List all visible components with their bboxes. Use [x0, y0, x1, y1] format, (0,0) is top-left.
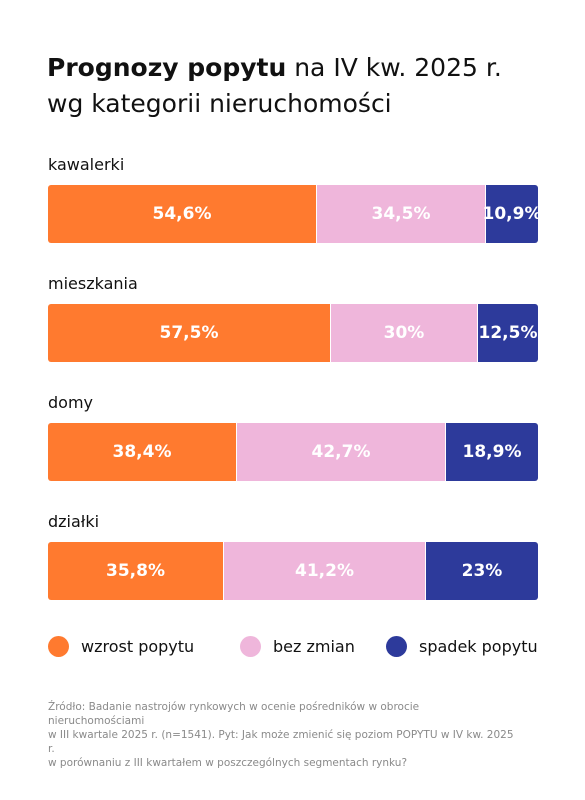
- legend-dot-icon: [48, 636, 69, 657]
- stacked-bar: 38,4% 42,7% 18,9%: [48, 423, 538, 481]
- chart-title-rest: na IV kw. 2025 r.: [286, 53, 502, 82]
- stacked-bar: 35,8% 41,2% 23%: [48, 542, 538, 600]
- source-line-1: Źródło: Badanie nastrojów rynkowych w oc…: [48, 701, 420, 727]
- stacked-bar: 54,6% 34,5% 10,9%: [48, 185, 538, 243]
- legend-label: spadek popytu: [419, 637, 538, 656]
- source-line-3: w porównaniu z III kwartałem w poszczegó…: [48, 757, 408, 769]
- category-label: kawalerki: [48, 155, 125, 174]
- bar-segment: 54,6%: [48, 185, 316, 243]
- bar-segment: 12,5%: [477, 304, 538, 362]
- legend-dot-icon: [386, 636, 407, 657]
- category-label: domy: [48, 393, 93, 412]
- bar-segment: 41,2%: [223, 542, 425, 600]
- bar-segment: 30%: [330, 304, 477, 362]
- legend-item: spadek popytu: [386, 636, 538, 657]
- source-line-2: w III kwartale 2025 r. (n=1541). Pyt: Ja…: [48, 729, 514, 755]
- bar-segment: 38,4%: [48, 423, 236, 481]
- legend-label: wzrost popytu: [81, 637, 195, 656]
- legend: wzrost popytu bez zmian spadek popytu: [48, 636, 538, 660]
- source-note: Źródło: Badanie nastrojów rynkowych w oc…: [48, 700, 518, 770]
- category-label: mieszkania: [48, 274, 138, 293]
- bar-segment: 23%: [425, 542, 538, 600]
- legend-item: bez zmian: [240, 636, 355, 657]
- bar-segment: 57,5%: [48, 304, 330, 362]
- bar-segment: 34,5%: [316, 185, 485, 243]
- stacked-bar: 57,5% 30% 12,5%: [48, 304, 538, 362]
- legend-label: bez zmian: [273, 637, 355, 656]
- chart-title-bold: Prognozy popytu: [47, 53, 287, 82]
- bar-segment: 10,9%: [483, 185, 538, 243]
- legend-item: wzrost popytu: [48, 636, 194, 657]
- chart-title-line2: wg kategorii nieruchomości: [47, 89, 392, 118]
- bar-segment: 42,7%: [236, 423, 445, 481]
- legend-dot-icon: [240, 636, 261, 657]
- chart-title: Prognozy popytu na IV kw. 2025 r. wg kat…: [47, 50, 547, 122]
- bar-segment: 35,8%: [48, 542, 223, 600]
- bar-segment: 18,9%: [445, 423, 538, 481]
- category-label: działki: [48, 512, 100, 531]
